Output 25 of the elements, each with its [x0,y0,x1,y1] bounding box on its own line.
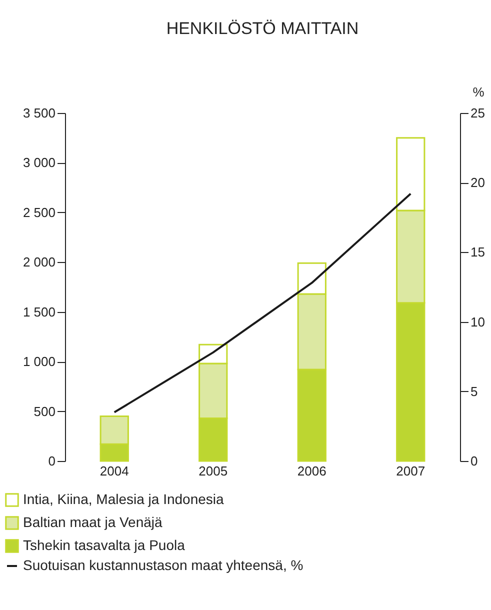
legend-label: Intia, Kiina, Malesia ja Indonesia [23,491,224,507]
chart-title: HENKILÖSTÖ MAITTAIN [166,19,359,38]
y2-tick-label: 10 [470,314,485,330]
x-tick-label: 2007 [396,464,426,478]
x-tick-label: 2004 [100,464,129,478]
y-tick-label: 0 [48,454,56,468]
y2-tick-label: 25 [470,106,485,120]
x-tick-label: 2006 [297,464,326,478]
y2-tick-label: 15 [470,244,485,260]
y2-tick-label: 20 [470,175,485,190]
line-series [113,192,412,414]
y-tick-label: 3 000 [22,155,56,170]
y-tick-label: 3 500 [22,106,56,120]
y2-tick-label: 5 [470,384,478,399]
y-tick-label: 1 000 [22,354,56,370]
y-tick-label: 500 [34,404,56,419]
y-tick-label: 1 500 [22,304,56,320]
legend-label: Suotuisan kustannustason maat yhteensä, % [23,557,304,573]
y-tick-label: 2 000 [22,254,56,270]
x-tick-label: 2005 [198,464,228,478]
legend-label: Baltian maat ja Venäjä [23,514,163,530]
y-tick-label: 2 500 [22,204,56,220]
legend-label: Tshekin tasavalta ja Puola [23,537,186,553]
y2-axis-title: % [472,84,485,100]
y2-tick-label: 0 [470,454,478,468]
